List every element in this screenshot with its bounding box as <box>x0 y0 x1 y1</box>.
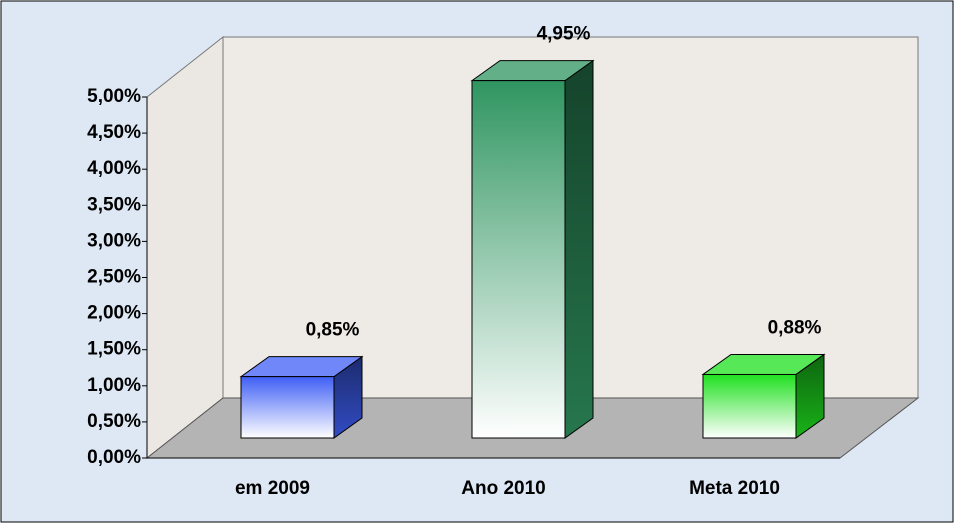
y-tick-label: 3,50% <box>87 194 141 215</box>
y-tick-label: 4,50% <box>87 122 141 143</box>
y-tick-label: 2,50% <box>87 267 141 288</box>
y-tick-label: 0,50% <box>87 411 141 432</box>
y-tick-label: 4,00% <box>87 158 141 179</box>
y-tick-label: 1,50% <box>87 339 141 360</box>
data-label: 4,95% <box>537 24 591 45</box>
bar <box>702 373 797 439</box>
y-tick-label: 0,00% <box>87 447 141 468</box>
y-tick-label: 5,00% <box>87 86 141 107</box>
bar <box>471 80 566 439</box>
bar-side <box>564 59 594 439</box>
y-tick-label: 1,00% <box>87 375 141 396</box>
y-tick-label: 3,00% <box>87 230 141 251</box>
data-label: 0,85% <box>306 320 360 341</box>
data-label: 0,88% <box>768 317 822 338</box>
y-tick-label: 2,00% <box>87 303 141 324</box>
x-tick-label: em 2009 <box>235 478 310 499</box>
x-tick-label: Ano 2010 <box>461 478 545 499</box>
bar <box>240 376 335 439</box>
side-wall <box>146 35 224 460</box>
x-tick-label: Meta 2010 <box>689 478 780 499</box>
